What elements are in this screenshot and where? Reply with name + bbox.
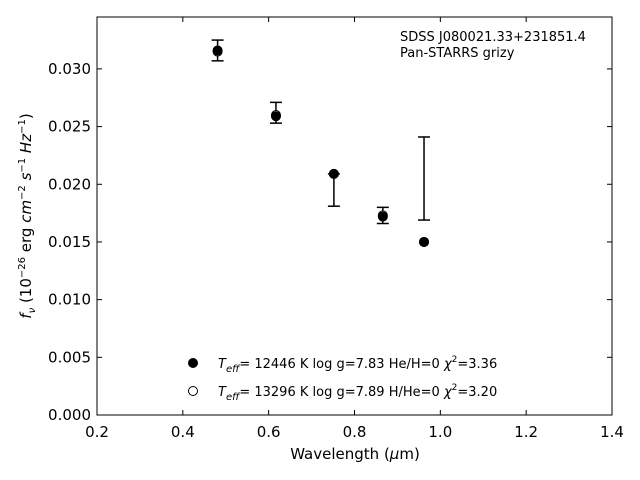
x-tick-label: 0.8 — [343, 423, 367, 441]
legend-marker-open — [188, 386, 198, 396]
y-tick-label: 0.005 — [48, 348, 91, 366]
x-tick-label: 1.0 — [428, 423, 452, 441]
error-bar — [418, 136, 431, 221]
x-tick-label: 0.6 — [257, 423, 281, 441]
plot-frame — [96, 16, 613, 416]
error-bars — [211, 39, 431, 225]
point-filled-model — [212, 45, 223, 56]
y-tick-label: 0.010 — [48, 291, 91, 309]
legend-entry-1: Teff= 12446 K log g=7.83 He/H=0 χ2=3.36 — [218, 355, 497, 375]
y-axis-label: fν (10−26 erg cm−2 s−1 Hz−1) — [17, 113, 38, 318]
y-tick-labels: 0.000 0.005 0.010 0.015 0.020 0.025 0.030 — [48, 60, 91, 424]
y-tick-label: 0.020 — [48, 175, 91, 193]
point-filled-model — [419, 236, 430, 247]
annotation-object-name: SDSS J080021.33+231851.4 — [400, 30, 586, 45]
axis-ticks — [96, 17, 613, 416]
legend-marker-filled — [188, 358, 198, 368]
data-points — [212, 45, 430, 247]
x-tick-label: 0.2 — [85, 423, 109, 441]
x-tick-label: 1.4 — [600, 423, 624, 441]
legend: Teff= 12446 K log g=7.83 He/H=0 χ2=3.36 … — [188, 355, 497, 403]
y-tick-label: 0.025 — [48, 118, 91, 136]
x-tick-label: 1.2 — [514, 423, 538, 441]
point-filled-model — [270, 111, 281, 122]
legend-entry-2: Teff= 13296 K log g=7.89 H/He=0 χ2=3.20 — [218, 383, 497, 403]
annotation-survey: Pan-STARRS grizy — [400, 46, 515, 61]
y-tick-label: 0.000 — [48, 406, 91, 424]
point-filled-model — [328, 168, 339, 179]
x-tick-labels: 0.2 0.4 0.6 0.8 1.0 1.2 1.4 — [85, 423, 624, 441]
x-tick-label: 0.4 — [171, 423, 195, 441]
x-axis-label: Wavelength (μm) — [290, 445, 420, 463]
y-tick-label: 0.015 — [48, 233, 91, 251]
y-tick-label: 0.030 — [48, 60, 91, 78]
point-filled-model — [377, 211, 388, 222]
